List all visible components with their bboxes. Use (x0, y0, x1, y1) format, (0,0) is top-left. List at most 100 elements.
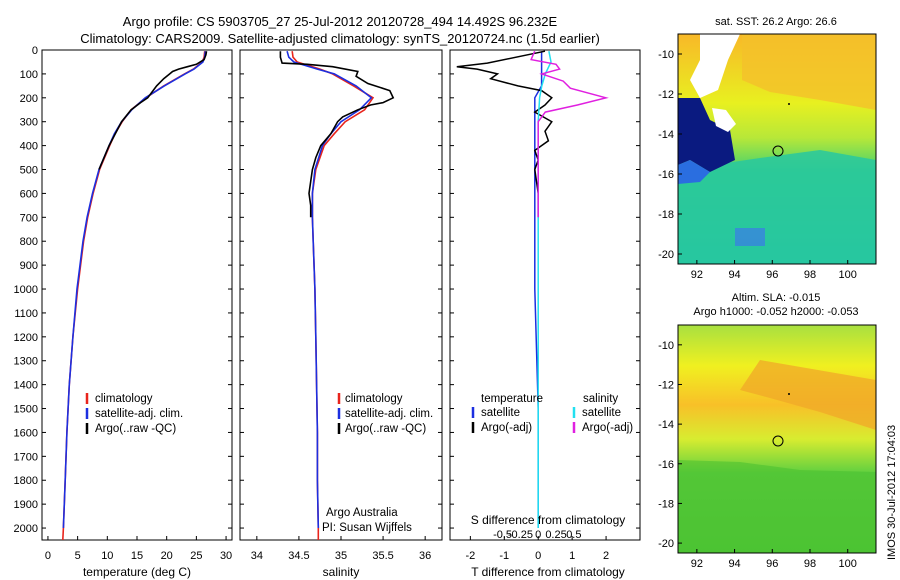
sst-map-missing-data-2 (712, 108, 736, 132)
depth-tick-label: 1300 (14, 356, 38, 368)
series-line-climatology (291, 51, 375, 540)
series-line-satellite-adj-clim (286, 50, 373, 529)
salinity-axis-label: salinity (323, 565, 360, 579)
map-x-tick-label: 96 (766, 269, 778, 281)
x2-tick-label: -0.5 (493, 529, 512, 541)
map-y-tick-label: -18 (658, 498, 674, 510)
depth-tick-label: 600 (20, 188, 38, 200)
map-y-tick-label: -14 (658, 419, 674, 431)
sla-map-title: Altim. SLA: -0.015 (732, 292, 821, 304)
depth-tick-label: 100 (20, 69, 38, 81)
sla-map-warm-band (740, 360, 876, 430)
map-x-tick-label: 94 (728, 269, 740, 281)
sst-map-warm-patch (742, 34, 876, 110)
x2-tick-label: 0 (535, 529, 541, 541)
map-x-tick-label: 92 (691, 558, 703, 570)
x-tick-label: 25 (190, 550, 202, 562)
salinity-panel-frame (239, 49, 443, 541)
depth-tick-label: 1800 (14, 475, 38, 487)
x-tick-label: 35 (335, 550, 347, 562)
x2-tick-label: 0.5 (566, 529, 581, 541)
sla-map (677, 324, 877, 554)
sst-map-missing-data (690, 34, 740, 98)
x-tick-label: -2 (465, 550, 475, 562)
depth-tick-label: 1500 (14, 404, 38, 416)
x-tick-label: 35.5 (372, 550, 393, 562)
sst-map-title: sat. SST: 26.2 Argo: 26.6 (715, 16, 837, 28)
x2-tick-label: -0.25 (508, 529, 533, 541)
depth-tick-label: 1700 (14, 451, 38, 463)
x-tick-label: 30 (220, 550, 232, 562)
map-y-tick-label: -14 (658, 129, 674, 141)
depth-tick-label: 200 (20, 93, 38, 105)
legend-label-satellite: satellite-adj. clim. (345, 408, 433, 420)
depth-tick-label: 1200 (14, 332, 38, 344)
sla-small-dot-marker (788, 393, 790, 395)
sst-small-dot-marker (788, 103, 790, 105)
map-x-tick-label: 100 (839, 558, 857, 570)
x-tick-label: 20 (161, 550, 173, 562)
x2-tick-label: 0.25 (545, 529, 566, 541)
depth-tick-label: 1900 (14, 499, 38, 511)
map-x-tick-label: 98 (804, 269, 816, 281)
temperature-panel-frame (41, 49, 233, 541)
depth-tick-label: 1600 (14, 427, 38, 439)
temperature-legend: climatology satellite-adj. clim. Argo(..… (85, 393, 183, 435)
legend-label-climatology: climatology (345, 393, 403, 405)
series-line-argo-raw-qc (98, 51, 208, 170)
legend-label-s-argo: Argo(-adj) (582, 422, 633, 434)
sst-map (677, 33, 877, 265)
x-tick-label: 15 (131, 550, 143, 562)
difference-panel-frame (449, 49, 641, 541)
annotation-pi: PI: Susan Wijffels (322, 522, 412, 534)
map-x-tick-label: 100 (839, 269, 857, 281)
s-series-line-satellite (537, 51, 552, 528)
map-y-tick-label: -16 (658, 459, 674, 471)
figure-subtitle: Climatology: CARS2009. Satellite-adjuste… (80, 31, 600, 46)
x-tick-label: 0 (45, 550, 51, 562)
series-line-argo-raw-qc (279, 51, 395, 218)
sla-map-frame (677, 324, 877, 554)
s-difference-axis-label: S difference from climatology (471, 513, 626, 527)
series-line-climatology (62, 51, 206, 540)
depth-tick-label: 700 (20, 212, 38, 224)
sst-argo-location-marker (772, 145, 784, 157)
s-series-line-argo-adj (530, 50, 609, 218)
legend-label-s-satellite: satellite (582, 407, 621, 419)
depth-tick-label: 2000 (14, 523, 38, 535)
series-line-satellite-adj-clim (62, 51, 207, 529)
x-tick-label: 36 (419, 550, 431, 562)
sla-argo-location-marker (772, 435, 784, 447)
depth-tick-label: 300 (20, 117, 38, 129)
t-series-line-satellite (534, 51, 543, 528)
sst-map-blue-fringe (678, 160, 710, 184)
figure-title: Argo profile: CS 5903705_27 25-Jul-2012 … (122, 14, 558, 29)
annotation-argo-australia: Argo Australia (326, 507, 398, 519)
sla-map-green-south (678, 460, 876, 553)
sst-map-cool-band (678, 150, 876, 264)
depth-tick-label: 0 (32, 45, 38, 57)
depth-tick-label: 1100 (14, 308, 38, 320)
imos-timestamp: IMOS 30-Jul-2012 17:04:03 (886, 425, 898, 560)
legend-header-salinity: salinity (583, 393, 618, 405)
map-x-tick-label: 98 (804, 558, 816, 570)
map-y-tick-label: -12 (658, 89, 674, 101)
map-x-tick-label: 92 (691, 269, 703, 281)
map-x-tick-label: 94 (728, 558, 740, 570)
legend-label-climatology: climatology (95, 393, 153, 405)
legend-label-satellite: satellite-adj. clim. (95, 408, 183, 420)
map-y-tick-label: -20 (658, 538, 674, 550)
x-tick-label: 5 (75, 550, 81, 562)
legend-header-temperature: temperature (481, 393, 543, 405)
map-y-tick-label: -10 (658, 340, 674, 352)
t-difference-axis-label: T difference from climatology (471, 565, 625, 579)
depth-tick-label: 400 (20, 141, 38, 153)
temperature-axis-label: temperature (deg C) (83, 565, 191, 579)
legend-label-t-satellite: satellite (481, 407, 520, 419)
legend-label-t-argo: Argo(-adj) (481, 422, 532, 434)
x-tick-label: 2 (603, 550, 609, 562)
depth-tick-label: 900 (20, 260, 38, 272)
salinity-legend: climatology satellite-adj. clim. Argo(..… (322, 393, 433, 534)
depth-tick-label: 1000 (14, 284, 38, 296)
